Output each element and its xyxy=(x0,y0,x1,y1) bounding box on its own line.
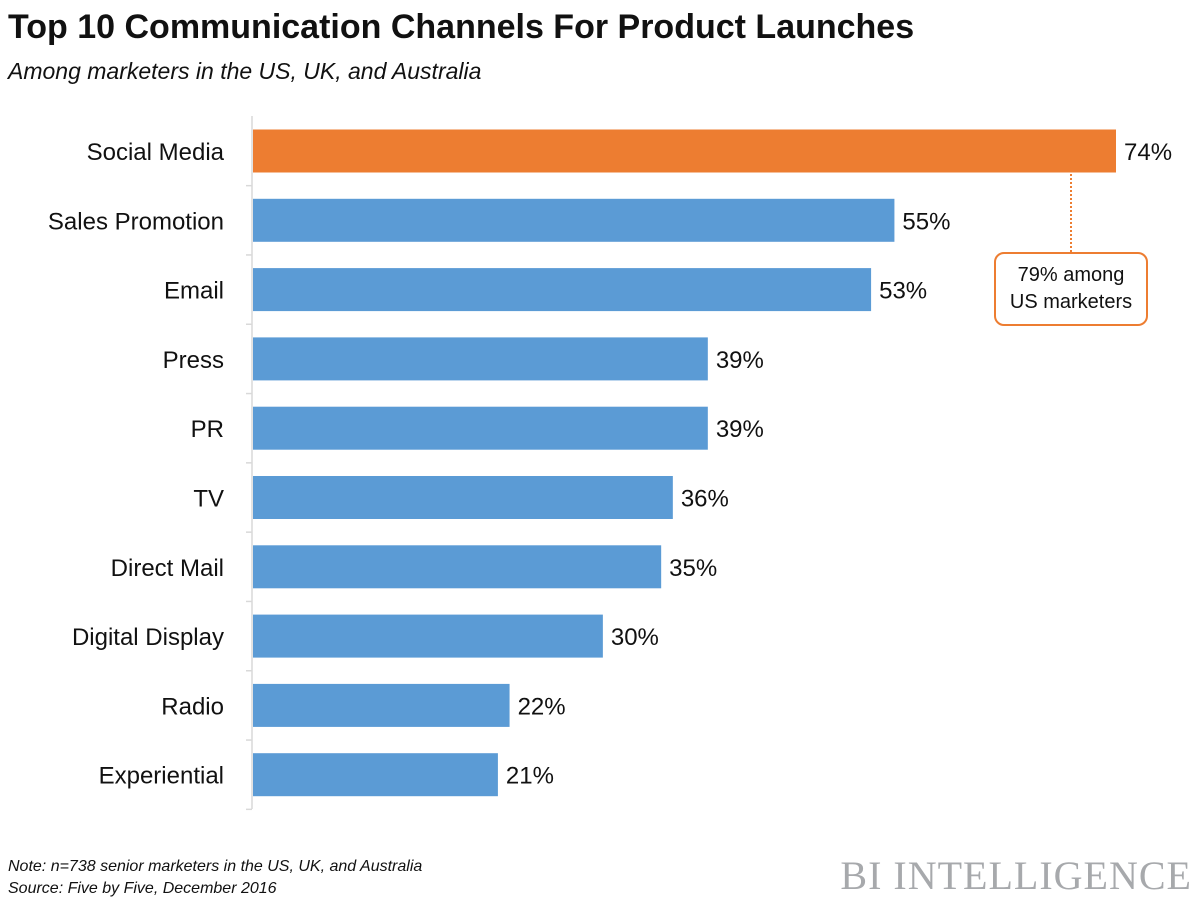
callout-line-2: US marketers xyxy=(1009,291,1133,313)
data-label: 22% xyxy=(518,693,566,720)
bar-digital-display xyxy=(253,614,603,658)
note-text: Note: n=738 senior marketers in the US, … xyxy=(8,858,423,875)
data-label: 53% xyxy=(879,278,927,305)
data-label: 36% xyxy=(681,486,729,513)
callout-line-1: 79% among xyxy=(1017,264,1125,286)
chart-title: Top 10 Communication Channels For Produc… xyxy=(8,8,915,46)
bar-direct-mail xyxy=(253,545,662,589)
bar-chart: Social Media 74% Sales Promotion 55% Email 53… xyxy=(48,116,1172,811)
callout-box: 79% among US marketers xyxy=(994,252,1148,326)
data-label: 21% xyxy=(506,763,554,790)
bar-social-media xyxy=(253,129,1116,173)
bar-email xyxy=(253,268,872,312)
chart-subtitle: Among marketers in the US, UK, and Austr… xyxy=(8,58,482,84)
footnote: Note: n=738 senior marketers in the US, … xyxy=(8,856,422,900)
category-label: Direct Mail xyxy=(111,555,224,582)
bar-sales-promotion xyxy=(253,198,895,242)
bar-experiential xyxy=(253,753,498,797)
bar-pr xyxy=(253,406,708,450)
data-label: 74% xyxy=(1124,139,1172,166)
data-label: 39% xyxy=(716,416,764,443)
data-label: 39% xyxy=(716,347,764,374)
category-label: Sales Promotion xyxy=(48,208,224,235)
data-label: 30% xyxy=(611,624,659,651)
category-label: Radio xyxy=(161,693,224,720)
data-label: 55% xyxy=(902,208,950,235)
bar-press xyxy=(253,337,708,381)
category-label: Digital Display xyxy=(72,624,224,651)
category-label: TV xyxy=(193,486,224,513)
category-label: Experiential xyxy=(99,763,224,790)
bar-tv xyxy=(253,476,673,519)
category-label: Email xyxy=(164,278,224,305)
category-label: Social Media xyxy=(87,139,225,166)
bar-radio xyxy=(253,683,510,727)
source-text: Source: Five by Five, December 2016 xyxy=(8,880,277,897)
category-label: Press xyxy=(163,347,224,374)
data-label: 35% xyxy=(669,555,717,582)
callout-connector xyxy=(1070,174,1072,252)
brand-logo: BI INTELLIGENCE xyxy=(840,853,1192,898)
category-label: PR xyxy=(191,416,224,443)
